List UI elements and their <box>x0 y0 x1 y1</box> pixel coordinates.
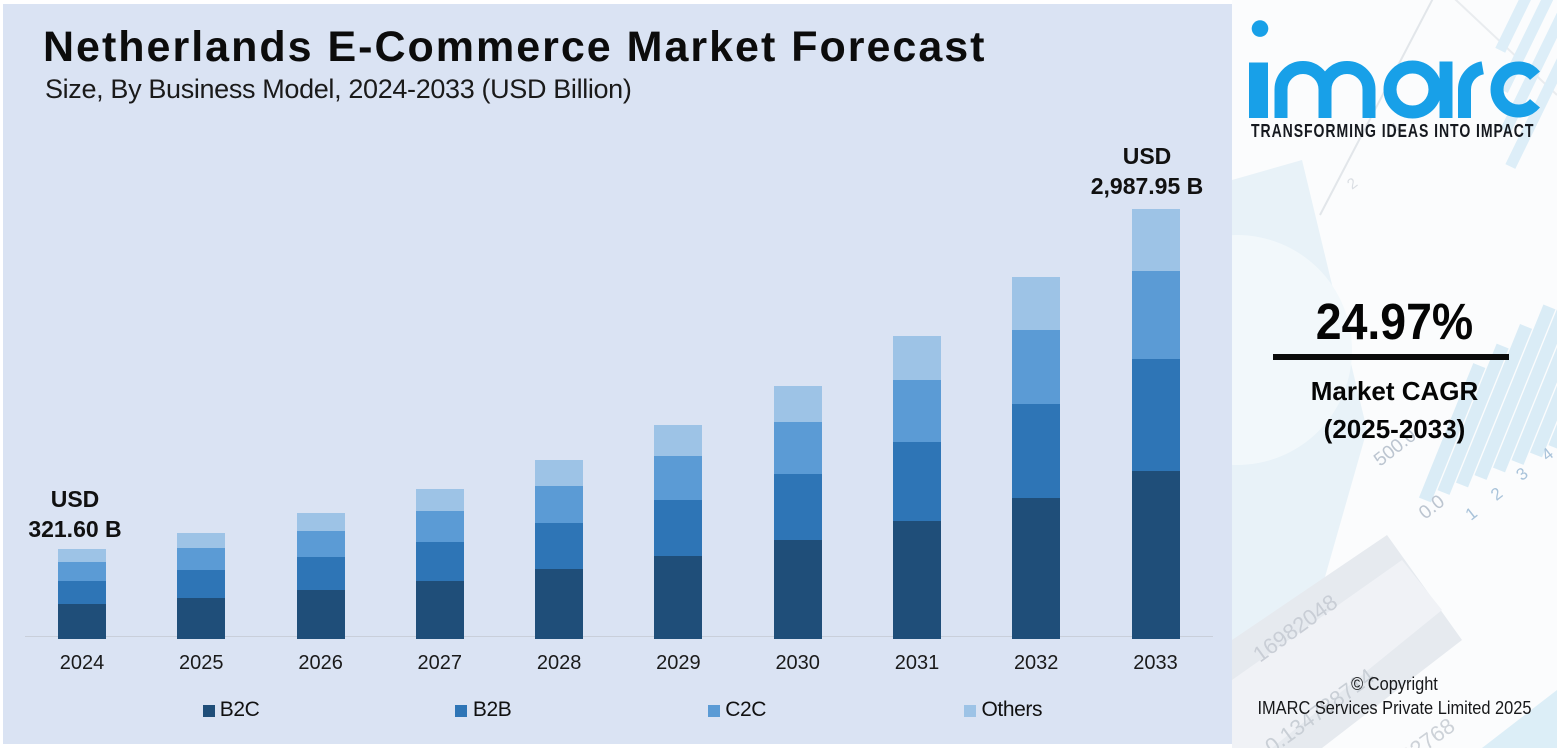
svg-text:2: 2 <box>1344 175 1361 194</box>
